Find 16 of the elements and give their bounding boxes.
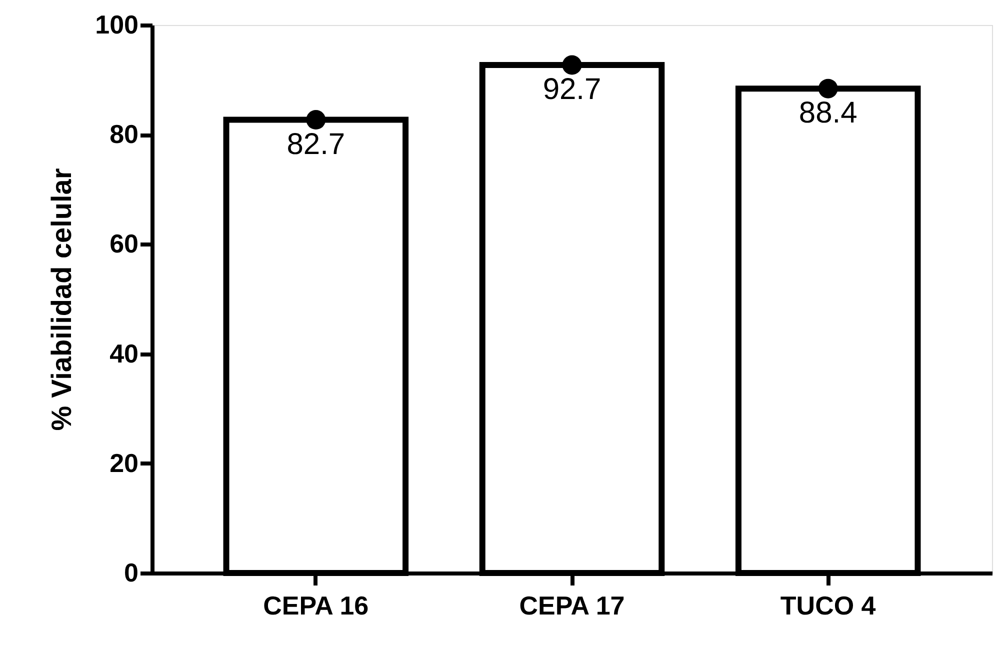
point — [818, 78, 838, 98]
x-tick-label: TUCO 4 — [780, 590, 876, 620]
y-tick-label: 0 — [124, 558, 138, 588]
x-tick-label: CEPA 17 — [519, 590, 625, 620]
y-tick-label: 100 — [95, 10, 138, 40]
y-tick-label: 40 — [110, 338, 138, 368]
x-tick-label: CEPA 16 — [263, 590, 369, 620]
y-axis-title: % Viabilidad celular — [46, 168, 78, 431]
data-label: 92.7 — [542, 73, 602, 106]
data-label: 88.4 — [798, 96, 858, 130]
data-label: 82.7 — [286, 128, 346, 161]
y-tick-label: 60 — [110, 228, 138, 259]
y-tick-label: 80 — [110, 119, 138, 150]
point — [562, 55, 582, 75]
y-tick-label: 20 — [110, 448, 138, 478]
point — [306, 110, 326, 130]
